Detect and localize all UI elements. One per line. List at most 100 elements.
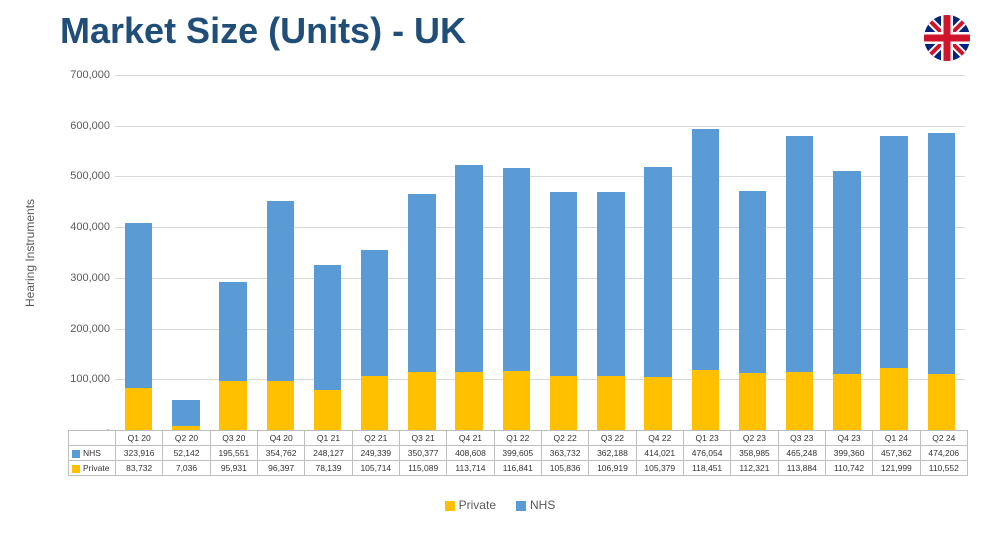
table-cell: 350,377	[399, 446, 446, 461]
bar-segment-private	[880, 368, 907, 430]
bar-segment-private	[503, 371, 530, 430]
bars-layer	[115, 75, 965, 430]
table-cell: 105,714	[352, 461, 399, 476]
bar-segment-nhs	[597, 192, 624, 376]
table-header-cell: Q1 24	[873, 431, 920, 446]
bar-segment-nhs	[550, 192, 577, 376]
bar-segment-private	[408, 372, 435, 430]
bar	[597, 75, 624, 430]
bar-segment-nhs	[361, 250, 388, 376]
table-header-cell: Q1 20	[116, 431, 163, 446]
bar-segment-nhs	[267, 201, 294, 381]
table-corner	[69, 431, 116, 446]
table-cell: 399,605	[494, 446, 541, 461]
bar	[833, 75, 860, 430]
bar-segment-nhs	[125, 223, 152, 387]
data-table: Q1 20Q2 20Q3 20Q4 20Q1 21Q2 21Q3 21Q4 21…	[68, 430, 968, 476]
page-title: Market Size (Units) - UK	[60, 10, 466, 52]
table-cell: 354,762	[257, 446, 304, 461]
bar-segment-private	[692, 370, 719, 430]
bar-segment-nhs	[644, 167, 671, 377]
table-cell: 248,127	[305, 446, 352, 461]
chart-plot-area: Hearing Instruments -100,000200,000300,0…	[115, 75, 965, 430]
table-header-cell: Q1 23	[683, 431, 730, 446]
table-header-cell: Q4 21	[447, 431, 494, 446]
legend-swatch	[516, 501, 526, 511]
table-cell: 323,916	[116, 446, 163, 461]
bar	[125, 75, 152, 430]
legend-swatch	[72, 465, 80, 473]
table-cell: 118,451	[683, 461, 730, 476]
bar-segment-private	[928, 374, 955, 430]
table-header-cell: Q1 22	[494, 431, 541, 446]
table-cell: 96,397	[257, 461, 304, 476]
bar-segment-private	[550, 376, 577, 430]
table-row: Private83,7327,03695,93196,39778,139105,…	[69, 461, 968, 476]
table-cell: 414,021	[636, 446, 683, 461]
table-cell: 399,360	[825, 446, 872, 461]
y-axis-title: Hearing Instruments	[23, 198, 37, 306]
bar-segment-nhs	[503, 168, 530, 371]
legend: Private NHS	[0, 498, 1000, 512]
bar	[692, 75, 719, 430]
bar-segment-private	[125, 388, 152, 430]
table-header-cell: Q4 23	[825, 431, 872, 446]
table-header-cell: Q2 20	[163, 431, 210, 446]
bar-segment-nhs	[692, 129, 719, 370]
table-header-cell: Q2 24	[920, 431, 967, 446]
table-cell: 95,931	[210, 461, 257, 476]
table-cell: 83,732	[116, 461, 163, 476]
y-tick-label: 400,000	[30, 221, 110, 233]
bar-segment-private	[597, 376, 624, 430]
bar	[880, 75, 907, 430]
bar-segment-private	[644, 377, 671, 430]
bar	[928, 75, 955, 430]
legend-item: NHS	[516, 498, 555, 512]
bar	[267, 75, 294, 430]
y-tick-label: 200,000	[30, 323, 110, 335]
data-table-wrap: Q1 20Q2 20Q3 20Q4 20Q1 21Q2 21Q3 21Q4 21…	[68, 430, 968, 476]
y-tick-label: 600,000	[30, 120, 110, 132]
series-name: NHS	[83, 448, 101, 458]
bar-segment-private	[361, 376, 388, 430]
table-header-cell: Q3 20	[210, 431, 257, 446]
table-header-cell: Q4 20	[257, 431, 304, 446]
bar	[219, 75, 246, 430]
y-tick-label: 100,000	[30, 373, 110, 385]
page: Market Size (Units) - UK	[0, 0, 1000, 550]
legend-item: Private	[445, 498, 496, 512]
y-tick-label: 700,000	[30, 69, 110, 81]
table-cell: 105,379	[636, 461, 683, 476]
series-name: Private	[83, 463, 109, 473]
table-cell: 112,321	[731, 461, 778, 476]
bar	[503, 75, 530, 430]
bar	[172, 75, 199, 430]
table-header-cell: Q3 22	[589, 431, 636, 446]
table-cell: 106,919	[589, 461, 636, 476]
bar	[786, 75, 813, 430]
legend-swatch	[445, 501, 455, 511]
table-cell: 110,742	[825, 461, 872, 476]
bar	[644, 75, 671, 430]
bar-segment-nhs	[786, 136, 813, 372]
table-cell: 362,188	[589, 446, 636, 461]
table-cell: 474,206	[920, 446, 967, 461]
table-cell: 113,884	[778, 461, 825, 476]
bar-segment-nhs	[928, 133, 955, 373]
bar-segment-private	[267, 381, 294, 430]
table-header-cell: Q4 22	[636, 431, 683, 446]
bar-segment-nhs	[455, 165, 482, 372]
table-cell: 121,999	[873, 461, 920, 476]
bar-segment-private	[455, 372, 482, 430]
bar-segment-private	[833, 374, 860, 430]
bar-segment-nhs	[880, 136, 907, 368]
bar	[550, 75, 577, 430]
y-tick-label: 500,000	[30, 170, 110, 182]
table-row-head: NHS	[69, 446, 116, 461]
bar-segment-private	[314, 390, 341, 430]
bar-segment-nhs	[833, 171, 860, 374]
table-cell: 249,339	[352, 446, 399, 461]
table-cell: 52,142	[163, 446, 210, 461]
bar	[314, 75, 341, 430]
uk-flag-icon	[924, 15, 970, 61]
